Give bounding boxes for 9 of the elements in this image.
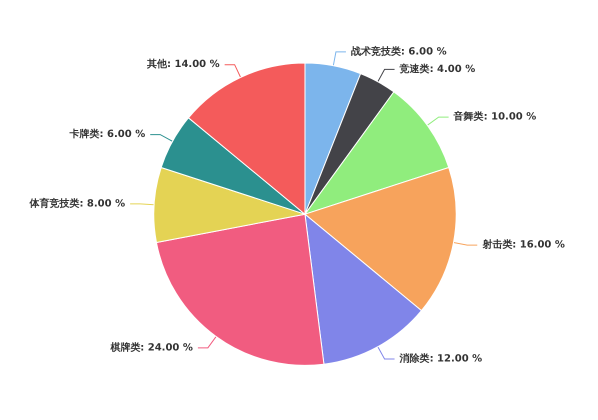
slice-label: 卡牌类: 6.00 %: [68, 128, 146, 140]
slice-label: 战术竞技类: 6.00 %: [350, 45, 447, 58]
slice-label: 棋牌类: 24.00 %: [109, 341, 193, 354]
slice-label: 音舞类: 10.00 %: [452, 110, 536, 123]
slice-label: 其他: 14.00 %: [146, 58, 220, 70]
slice-label: 射击类: 16.00 %: [481, 238, 565, 251]
slice-label: 体育竞技类: 8.00 %: [28, 197, 126, 210]
slice-label: 消除类: 12.00 %: [398, 352, 482, 364]
slice-label: 竞速类: 4.00 %: [398, 62, 476, 75]
